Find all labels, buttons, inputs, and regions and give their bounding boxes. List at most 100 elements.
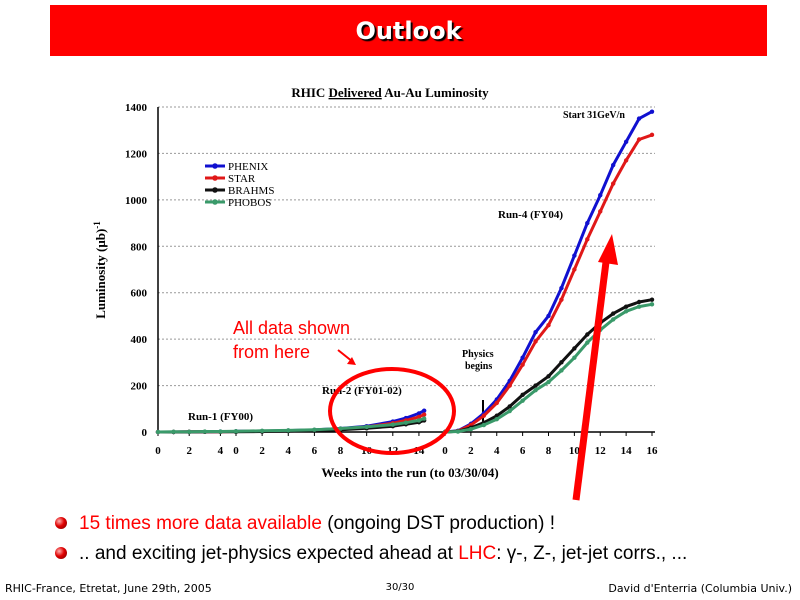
data-point-phenix <box>585 220 590 226</box>
data-point-brahms <box>520 392 525 398</box>
slide-title: Outlook <box>355 16 462 45</box>
footer-author: David d'Enterria (Columbia Univ.) <box>608 582 792 595</box>
bullet-2-text: : γ-, Z-, jet-jet corrs., ... <box>496 543 688 564</box>
chart-title-part: Au-Au Luminosity <box>382 85 489 100</box>
y-tick-label: 1000 <box>125 195 148 207</box>
run-label: Run-4 (FY04) <box>498 209 563 221</box>
chart-title-part: Delivered <box>329 85 383 100</box>
x-tick-label: 8 <box>546 445 552 457</box>
x-tick-label: 2 <box>259 445 265 457</box>
y-tick-label: 1200 <box>125 148 148 160</box>
x-tick-label: 16 <box>647 445 659 457</box>
data-point-phobos <box>520 398 525 403</box>
y-tick-label: 1400 <box>125 102 148 114</box>
data-point-brahms <box>610 311 616 316</box>
data-point-phenix <box>649 109 655 114</box>
data-point-star <box>585 237 590 242</box>
data-point-star <box>416 414 422 420</box>
bullet-list: 15 times more data available (ongoing DS… <box>55 510 795 570</box>
annotation-arrowhead-icon <box>347 357 356 365</box>
x-tick-label: 6 <box>520 445 526 457</box>
y-axis-label: Luminosity (μb)-1 <box>92 221 108 319</box>
data-point-phenix <box>572 253 577 258</box>
data-point-brahms <box>623 304 629 309</box>
data-point-phobos <box>468 427 474 432</box>
chart-title-part: RHIC <box>291 85 328 100</box>
legend-marker <box>212 175 218 181</box>
series-layer <box>155 109 655 435</box>
y-axis-label-sup: -1 <box>92 221 102 229</box>
data-point-star <box>421 412 427 417</box>
data-point-phenix <box>416 411 422 416</box>
y-tick-label: 400 <box>131 334 148 346</box>
bullet-1-text: (ongoing DST production) ! <box>321 513 555 534</box>
data-point-phenix <box>533 329 538 335</box>
bullet-dot-icon <box>55 517 67 529</box>
title-bar: Outlook <box>50 5 767 56</box>
bullet-1: 15 times more data available (ongoing DS… <box>55 510 795 540</box>
y-tick-label: 800 <box>131 241 148 253</box>
data-point-phobos <box>259 428 265 434</box>
series-line-phobos <box>157 429 237 434</box>
data-point-phobos <box>623 309 629 314</box>
data-point-phobos <box>572 355 577 360</box>
bullet-2-prefix: .. and exciting jet-physics expected ahe… <box>79 543 459 564</box>
data-point-star <box>649 132 655 138</box>
data-point-phobos <box>187 429 192 434</box>
data-point-brahms <box>649 297 655 302</box>
data-point-phobos <box>312 427 317 432</box>
data-point-phobos <box>649 302 655 307</box>
data-point-brahms <box>507 404 512 409</box>
data-point-star <box>507 383 512 388</box>
data-point-phobos <box>218 429 223 434</box>
bullet-2-highlight: LHC <box>458 543 497 564</box>
data-point-star <box>559 297 564 302</box>
data-point-phobos <box>455 429 461 434</box>
data-point-phobos <box>546 379 551 385</box>
data-point-phobos <box>364 424 369 430</box>
data-point-phobos <box>559 368 564 373</box>
page-number: 30/30 <box>385 582 415 593</box>
data-point-phobos <box>610 317 616 322</box>
data-point-phobos <box>494 417 499 422</box>
x-tick-label: 12 <box>595 445 607 457</box>
data-point-star <box>598 209 603 214</box>
data-point-phobos <box>338 426 343 431</box>
x-tick-label: 8 <box>338 445 344 457</box>
big-arrow-shaft-icon <box>572 261 610 501</box>
data-point-phenix <box>421 408 427 413</box>
data-point-phenix <box>546 313 551 319</box>
data-point-phobos <box>171 429 176 434</box>
data-point-star <box>572 267 577 272</box>
series-line-phobos <box>235 417 425 433</box>
y-tick-label: 0 <box>142 427 148 439</box>
data-point-brahms <box>546 374 551 379</box>
data-point-star <box>610 181 616 186</box>
data-point-star <box>481 413 487 418</box>
x-tick-label: 2 <box>468 445 474 457</box>
legend-marker <box>212 163 218 169</box>
legend-label: BRAHMS <box>228 185 274 197</box>
data-point-phobos <box>533 388 538 393</box>
data-point-phenix <box>623 139 629 145</box>
data-point-star <box>623 158 629 163</box>
data-point-phobos <box>202 429 207 434</box>
data-point-brahms <box>636 299 642 305</box>
x-tick-label: 4 <box>494 445 500 457</box>
data-point-phenix <box>598 193 603 198</box>
data-point-phenix <box>520 355 525 360</box>
data-point-star <box>636 137 642 142</box>
data-point-star <box>533 339 538 344</box>
annotation-line-1: All data shown <box>233 318 350 338</box>
series-line-star <box>444 133 653 434</box>
x-axis-label: Weeks into the run (to 03/30/04) <box>321 465 498 480</box>
chart-title: RHIC Delivered Au-Au Luminosity <box>291 85 489 100</box>
x-tick-label: 4 <box>218 445 224 457</box>
highlight-ellipse <box>328 367 456 455</box>
legend-label: STAR <box>228 173 256 185</box>
data-point-phobos <box>636 304 642 309</box>
data-point-phobos <box>481 422 487 428</box>
overlay-layer: All data shown from here <box>233 234 618 501</box>
x-tick-label: 0 <box>233 445 239 457</box>
